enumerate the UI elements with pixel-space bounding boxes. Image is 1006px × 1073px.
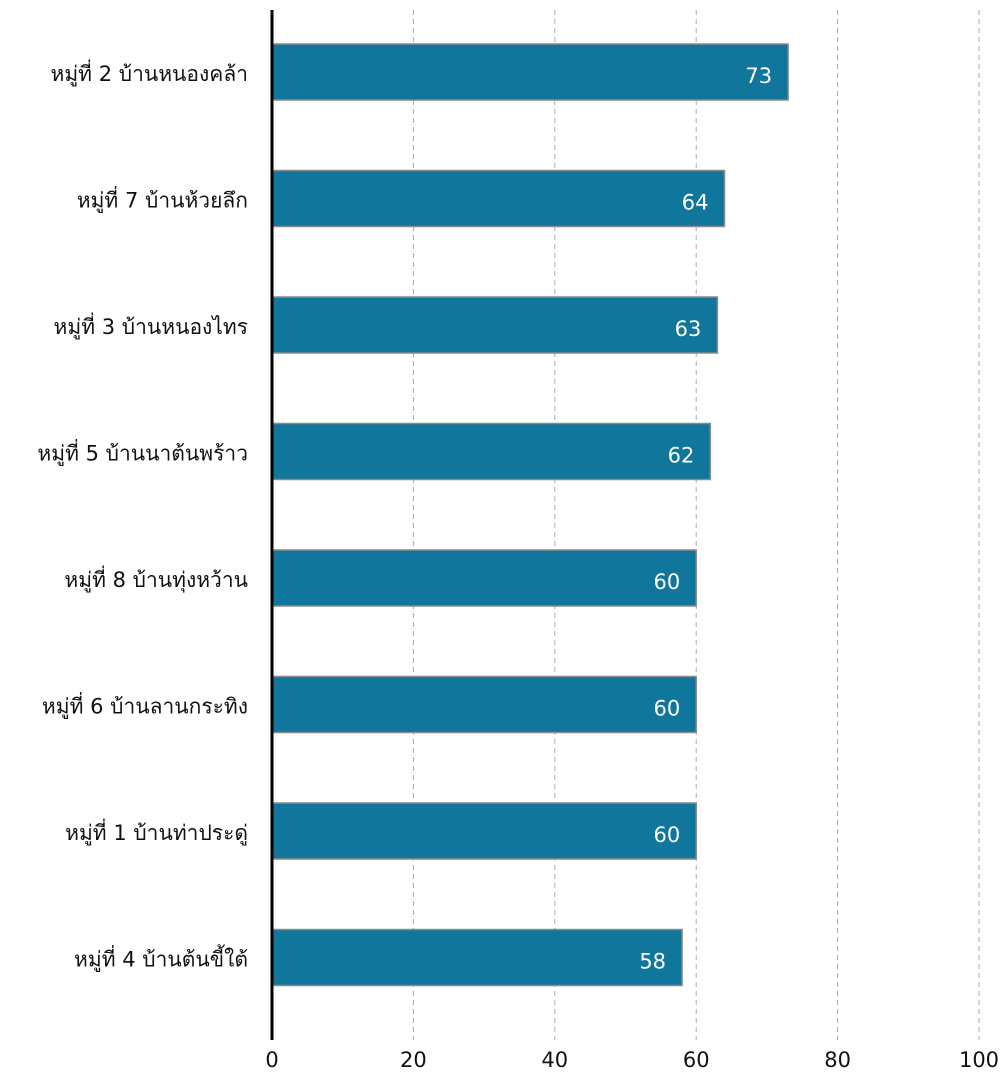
x-tick-label-80: 80: [824, 1048, 851, 1072]
grid-lines: [412, 10, 980, 1040]
x-tick-label-60: 60: [683, 1048, 710, 1072]
category-label-8: หมู่ที่ 4 บ้านต้นขี้ใต้: [74, 945, 248, 973]
data-label-6: 60: [653, 697, 680, 721]
data-label-4: 62: [668, 444, 695, 468]
bar-6: [271, 675, 697, 734]
data-label-1: 73: [745, 64, 772, 88]
x-tick-label-40: 40: [541, 1048, 568, 1072]
bar-7: [271, 802, 697, 860]
data-labels: 73 64 63 62 60 60 60 58: [639, 64, 772, 974]
x-tick-label-0: 0: [265, 1048, 278, 1072]
category-labels: หมู่ที่ 2 บ้านหนองคล้าหมู่ที่ 7 บ้านห้วย…: [37, 59, 248, 973]
bar-2: [271, 169, 726, 228]
data-label-7: 60: [653, 823, 680, 847]
x-tick-label-20: 20: [400, 1048, 427, 1072]
category-label-5: หมู่ที่ 8 บ้านทุ่งหว้าน: [64, 565, 248, 593]
data-label-5: 60: [653, 570, 680, 594]
category-label-2: หมู่ที่ 7 บ้านห้วยลึก: [77, 186, 248, 214]
bar-1: [271, 43, 789, 101]
category-label-4: หมู่ที่ 5 บ้านนาต้นพร้าว: [37, 439, 248, 467]
data-label-3: 63: [675, 317, 702, 341]
bars: [271, 43, 789, 987]
x-axis-tick-labels: 0 20 40 60 80 100: [265, 1048, 999, 1072]
bar-8: [271, 928, 683, 987]
category-label-7: หมู่ที่ 1 บ้านท่าประดู่: [65, 818, 248, 846]
category-label-1: หมู่ที่ 2 บ้านหนองคล้า: [51, 59, 249, 87]
category-label-6: หมู่ที่ 6 บ้านลานกระทิง: [42, 692, 248, 720]
data-label-2: 64: [682, 191, 709, 215]
bar-4: [271, 422, 712, 481]
bar-5: [271, 549, 697, 607]
x-tick-label-100: 100: [959, 1048, 999, 1072]
bar-3: [271, 296, 719, 354]
data-label-8: 58: [639, 950, 666, 974]
category-label-3: หมู่ที่ 3 บ้านหนองไทร: [54, 312, 248, 340]
